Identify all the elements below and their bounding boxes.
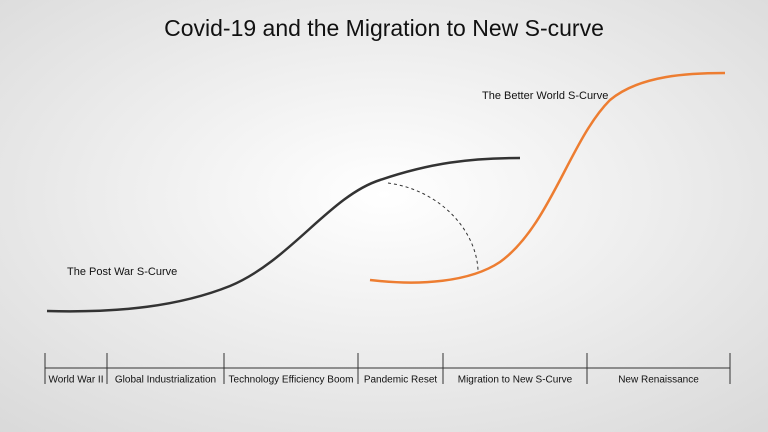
timeline-segment-label: Migration to New S-Curve	[458, 375, 573, 386]
timeline-segment-label: Technology Efficiency Boom	[229, 375, 354, 386]
better-world-curve	[369, 71, 726, 284]
curve-label: The Better World S-Curve	[482, 90, 608, 102]
timeline-segment-label: Global Industrialization	[115, 375, 216, 386]
transition-arc	[387, 182, 479, 271]
timeline-segment-label: Pandemic Reset	[364, 375, 438, 386]
timeline-segment-label: World War II	[48, 375, 103, 386]
curve-label: The Post War S-Curve	[67, 266, 177, 278]
timeline: World War II Global Industrialization Tech…	[44, 353, 731, 386]
timeline-segment-label: New Renaissance	[618, 375, 699, 386]
slide-title: Covid-19 and the Migration to New S-curv…	[164, 15, 604, 41]
post-war-curve	[46, 156, 521, 313]
